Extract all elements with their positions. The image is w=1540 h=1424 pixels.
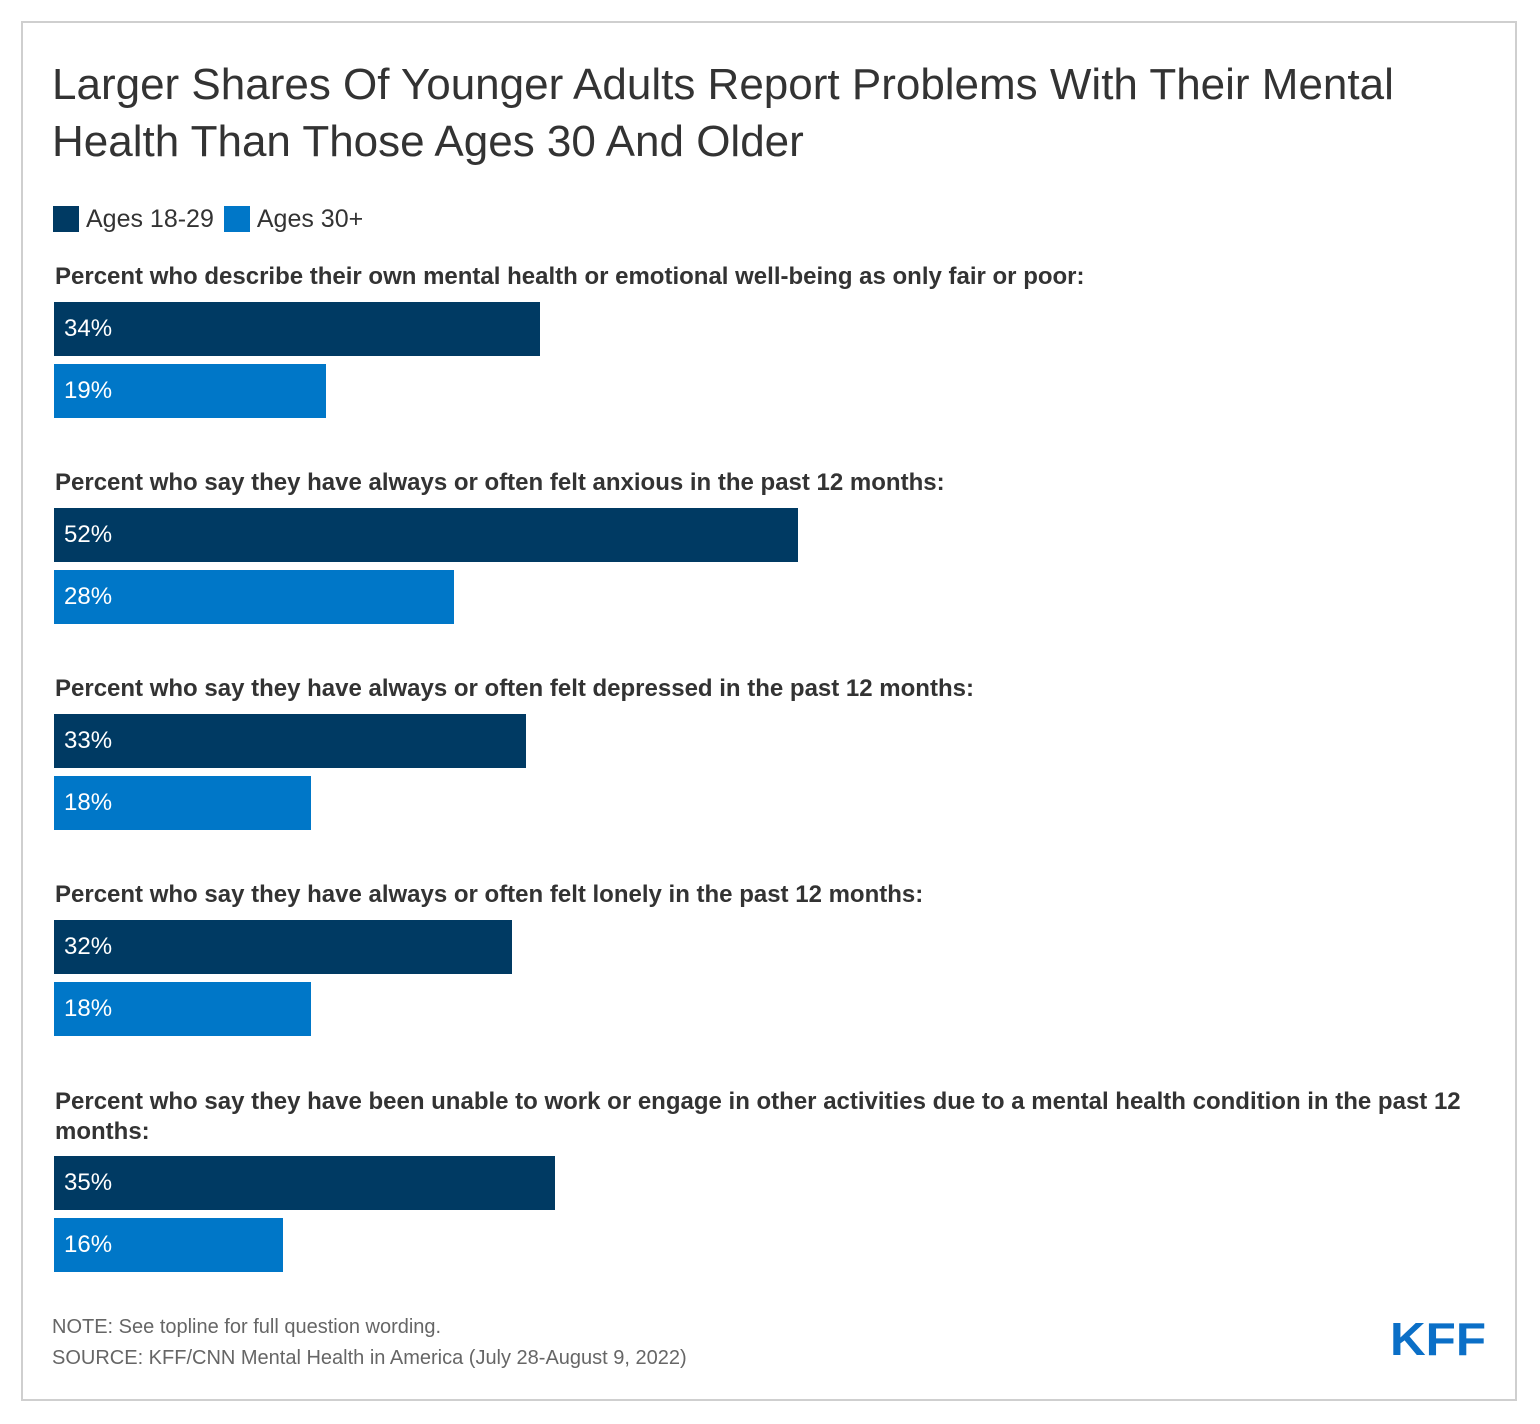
kff-logo: KFF [1390,1314,1486,1360]
bar-ages-30-plus-fair-or-poor [54,364,326,418]
question-label-lonely: Percent who say they have always or ofte… [55,881,924,908]
question-label-depressed: Percent who say they have always or ofte… [55,675,974,702]
bar-ages-18-29-lonely [54,920,512,974]
legend-item-ages-30-plus: Ages 30+ [223,204,364,234]
question-label-unable-to-work: Percent who say they have been unable to… [55,1088,1461,1145]
bar-label-ages-18-29-fair-or-poor: 34% [64,315,113,342]
bar-ages-30-plus-depressed [54,776,311,830]
bar-label-ages-18-29-anxious: 52% [64,521,113,548]
legend: Ages 18-29 Ages 30+ [53,204,373,234]
footnote: NOTE: See topline for full question word… [52,1316,442,1338]
question-label-anxious: Percent who say they have always or ofte… [55,469,945,496]
bar-ages-18-29-depressed [54,714,526,768]
bar-label-ages-30-plus-depressed: 18% [64,789,113,816]
bar-label-ages-30-plus-anxious: 28% [64,583,113,610]
legend-label-ages-18-29: Ages 18-29 [86,204,214,233]
bar-ages-18-29-unable-to-work [54,1156,555,1210]
legend-swatch-ages-18-29 [53,206,79,232]
bar-label-ages-18-29-depressed: 33% [64,727,113,754]
bar-label-ages-18-29-unable-to-work: 35% [64,1169,113,1196]
bar-ages-30-plus-lonely [54,982,311,1036]
kff-logo-text: KFF [1390,1314,1486,1360]
bar-ages-18-29-anxious [54,508,798,562]
question-label-fair-or-poor: Percent who describe their own mental he… [55,263,1085,290]
bar-label-ages-30-plus-lonely: 18% [64,995,113,1022]
legend-item-ages-18-29: Ages 18-29 [53,205,214,234]
bar-ages-30-plus-anxious [54,570,454,624]
source-note: SOURCE: KFF/CNN Mental Health in America… [52,1347,687,1369]
bar-label-ages-18-29-lonely: 32% [64,933,113,960]
legend-swatch-ages-30-plus [223,206,250,232]
bar-ages-30-plus-unable-to-work [54,1218,283,1272]
bar-label-ages-30-plus-unable-to-work: 16% [64,1231,113,1258]
chart-title: Larger Shares Of Younger Adults Report P… [52,60,1394,166]
legend-label-ages-30-plus: Ages 30+ [256,204,364,233]
bar-ages-18-29-fair-or-poor [54,302,540,356]
bar-label-ages-30-plus-fair-or-poor: 19% [64,377,113,404]
